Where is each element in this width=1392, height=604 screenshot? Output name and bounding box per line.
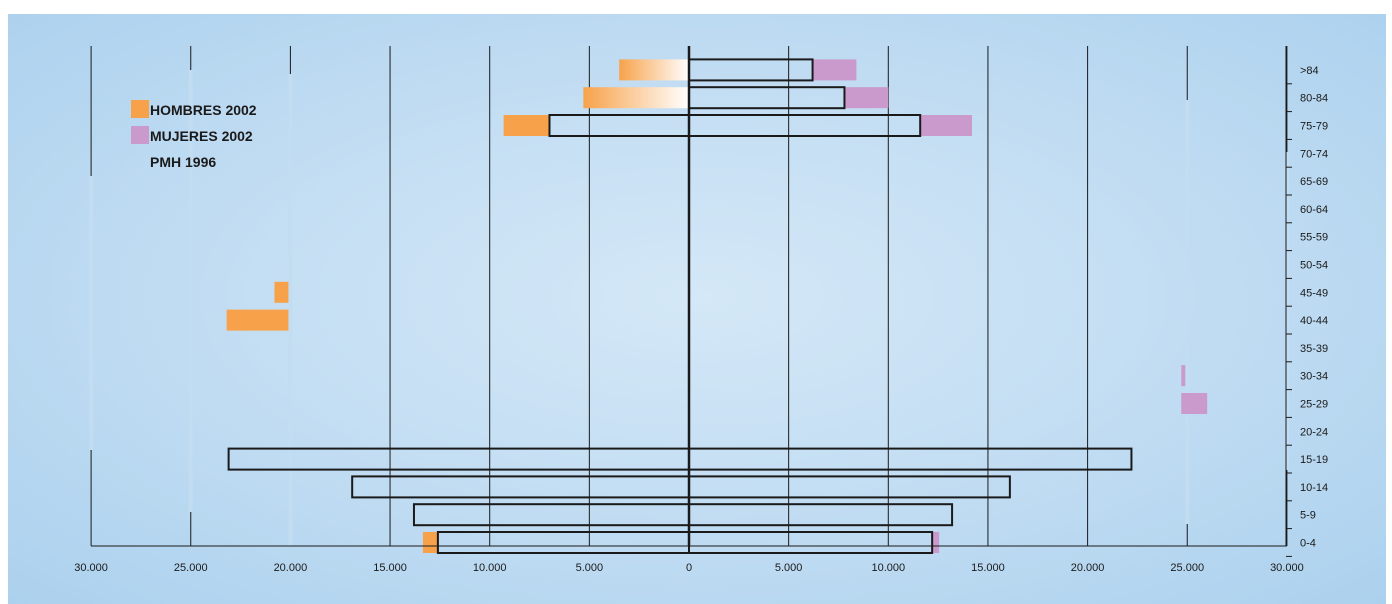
- hombres-2002-bar: [583, 87, 689, 109]
- legend-swatch: [131, 126, 149, 144]
- hombres-2002-bar: [226, 309, 289, 331]
- pmh-1996-bar-hombres: [351, 475, 690, 499]
- age-label: 65-69: [1300, 176, 1328, 188]
- x-tick-label: 5.000: [775, 562, 803, 574]
- x-tick-label: 30.000: [74, 562, 108, 574]
- pmh-1996-bar-mujeres: [688, 86, 846, 110]
- age-label: 20-24: [1300, 426, 1328, 438]
- legend-label: MUJERES 2002: [150, 128, 253, 144]
- pmh-1996-bar-mujeres: [688, 58, 814, 82]
- population-pyramid-chart: 30.000 25.000 20.000 15.000 10.000 5.000 0 5.00…: [74, 46, 1328, 574]
- age-label: 35-39: [1300, 343, 1328, 355]
- x-tick-label: 5.000: [576, 562, 604, 574]
- hombres-2002-bar: [422, 532, 439, 553]
- age-label: 40-44: [1300, 315, 1328, 327]
- pmh-1996-bar-mujeres: [688, 531, 934, 554]
- age-label: 45-49: [1300, 287, 1328, 299]
- pmh-1996-bar-hombres: [548, 114, 690, 137]
- pmh-1996-bar-mujeres: [688, 503, 954, 527]
- age-label: 75-79: [1300, 121, 1328, 133]
- mujeres-2002-bar: [1181, 393, 1208, 414]
- pmh-1996-bar-hombres: [412, 503, 690, 527]
- gridline-gap: [188, 70, 193, 512]
- hombres-2002-bar: [619, 59, 689, 81]
- x-tick-label: 15.000: [971, 562, 1005, 574]
- legend-label: HOMBRES 2002: [150, 102, 257, 118]
- gridline-gap: [89, 176, 94, 450]
- gridline-gap: [288, 74, 293, 546]
- pmh-1996-bar-mujeres: [688, 447, 1133, 471]
- mujeres-2002-bar: [812, 59, 857, 81]
- age-label: 25-29: [1300, 399, 1328, 411]
- x-tick-label: 20.000: [1071, 562, 1105, 574]
- age-label: 55-59: [1300, 232, 1328, 244]
- age-label: 10-14: [1300, 482, 1328, 494]
- gridlines: [89, 46, 1289, 546]
- age-label: 80-84: [1300, 93, 1328, 105]
- x-tick-label: 20.000: [274, 562, 308, 574]
- x-tick-label: 15.000: [373, 562, 407, 574]
- x-tick-label: 25.000: [1170, 562, 1204, 574]
- pmh-1996-bar-mujeres: [688, 114, 922, 137]
- age-label: 30-34: [1300, 371, 1328, 383]
- legend: HOMBRES 2002 MUJERES 2002 PMH 1996: [131, 100, 257, 170]
- chart-panel: 30.000 25.000 20.000 15.000 10.000 5.000 0 5.00…: [8, 14, 1386, 604]
- hombres-2002-bar: [274, 281, 289, 303]
- gridline-gap: [1284, 152, 1289, 470]
- age-label: 5-9: [1300, 510, 1316, 522]
- hombres-2002-series: [226, 59, 689, 553]
- pmh-1996-bar-hombres: [227, 447, 690, 471]
- age-label: 70-74: [1300, 148, 1328, 160]
- age-label: >84: [1300, 65, 1319, 77]
- age-label: 60-64: [1300, 204, 1328, 216]
- legend-swatch: [131, 100, 149, 118]
- x-tick-label: 10.000: [473, 562, 507, 574]
- age-label: 50-54: [1300, 260, 1328, 272]
- mujeres-2002-bar: [844, 87, 889, 109]
- x-tick-labels: 30.000 25.000 20.000 15.000 10.000 5.000 0 5.00…: [74, 562, 1303, 574]
- mujeres-2002-bar: [1181, 365, 1186, 387]
- age-label: 0-4: [1300, 538, 1316, 550]
- mujeres-2002-bar: [932, 532, 940, 553]
- x-tick-label: 25.000: [174, 562, 208, 574]
- pmh-1996-series: [227, 58, 1133, 554]
- x-tick-label: 0: [686, 562, 692, 574]
- pmh-1996-bar-mujeres: [688, 475, 1011, 499]
- mujeres-2002-series: [812, 59, 1208, 553]
- pmh-1996-bar-hombres: [436, 531, 690, 554]
- age-labels: 0-4 5-9 10-14 15-19 20-24 25-29 30-34 35-39 40-4…: [1285, 46, 1328, 557]
- hombres-2002-bar: [503, 115, 550, 136]
- x-tick-label: 30.000: [1270, 562, 1304, 574]
- mujeres-2002-bar: [920, 115, 973, 136]
- x-tick-label: 10.000: [871, 562, 905, 574]
- gridline-gap: [1185, 100, 1190, 524]
- age-label: 15-19: [1300, 454, 1328, 466]
- legend-label: PMH 1996: [150, 154, 216, 170]
